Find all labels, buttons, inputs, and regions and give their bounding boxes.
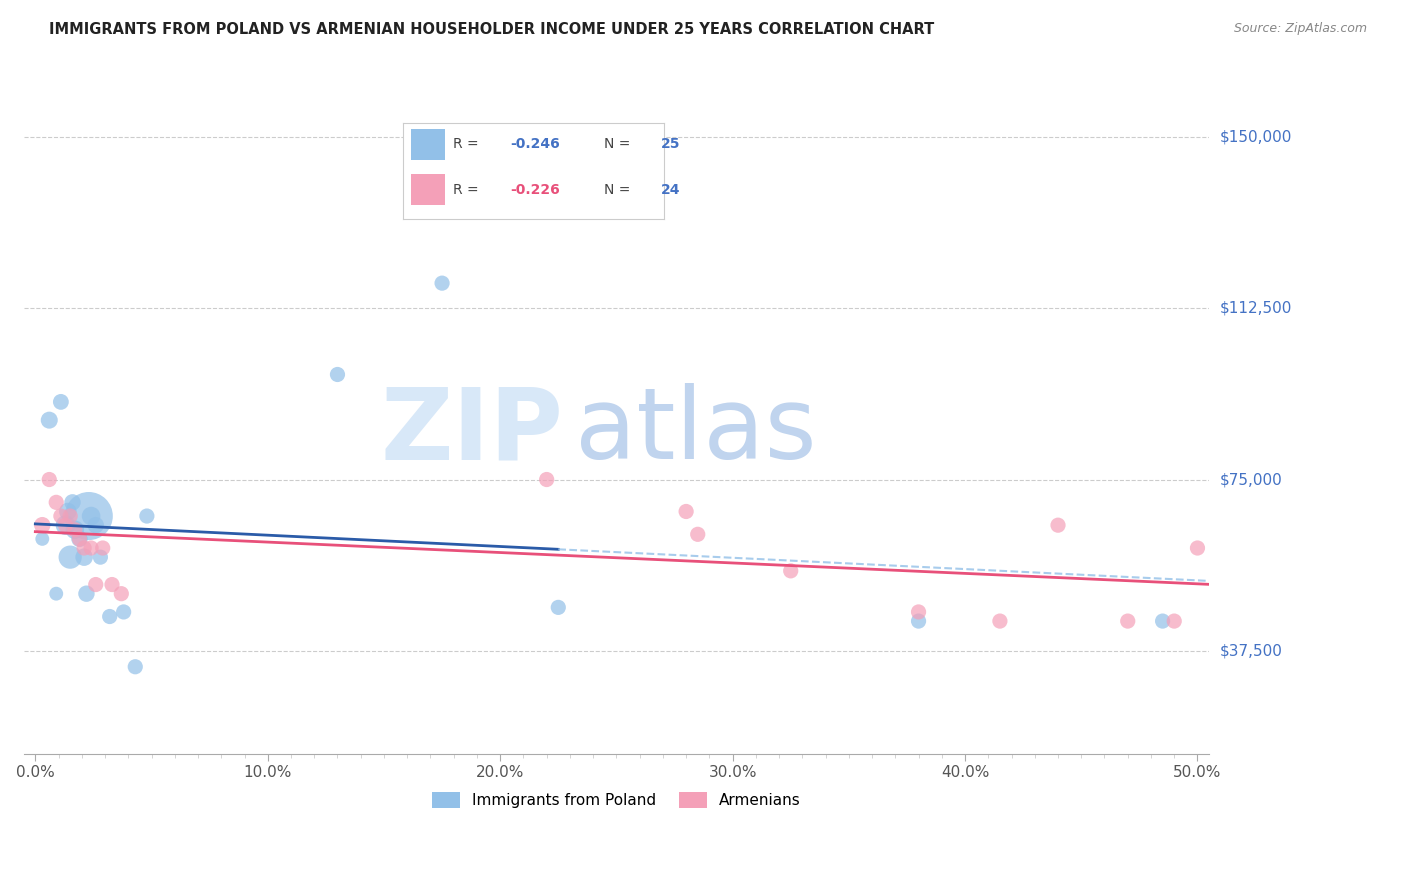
Point: [84, 577, 107, 591]
Point: [49, 509, 72, 524]
Point: [80, 541, 103, 555]
Point: [59, 550, 82, 565]
Point: [56, 504, 79, 518]
Point: [55, 518, 77, 533]
Text: ZIP: ZIP: [380, 383, 562, 480]
Point: [1116, 614, 1139, 628]
Point: [63, 523, 86, 537]
Point: [779, 564, 801, 578]
Point: [77, 509, 100, 524]
Point: [62, 495, 84, 509]
Point: [112, 605, 135, 619]
Text: $112,500: $112,500: [1220, 301, 1292, 316]
Point: [49, 395, 72, 409]
Point: [124, 659, 146, 673]
Point: [75, 587, 97, 601]
Point: [31, 518, 53, 533]
Point: [1187, 541, 1209, 555]
Point: [45, 495, 67, 509]
Text: $37,500: $37,500: [1220, 643, 1284, 658]
Text: atlas: atlas: [575, 383, 817, 480]
Point: [55, 518, 77, 533]
Point: [73, 550, 96, 565]
Point: [73, 541, 96, 555]
Point: [536, 473, 558, 487]
Point: [1163, 614, 1185, 628]
Legend: Immigrants from Poland, Armenians: Immigrants from Poland, Armenians: [426, 786, 807, 814]
Point: [907, 614, 929, 628]
Point: [686, 527, 709, 541]
Point: [91, 541, 114, 555]
Point: [110, 587, 132, 601]
Point: [80, 509, 103, 524]
Text: Source: ZipAtlas.com: Source: ZipAtlas.com: [1233, 22, 1367, 36]
Point: [430, 276, 453, 290]
Point: [38, 473, 60, 487]
Text: IMMIGRANTS FROM POLAND VS ARMENIAN HOUSEHOLDER INCOME UNDER 25 YEARS CORRELATION: IMMIGRANTS FROM POLAND VS ARMENIAN HOUSE…: [49, 22, 935, 37]
Point: [988, 614, 1011, 628]
Point: [135, 509, 157, 524]
Point: [38, 413, 60, 427]
Point: [98, 609, 121, 624]
Point: [675, 504, 697, 518]
Text: $75,000: $75,000: [1220, 472, 1282, 487]
Point: [45, 587, 67, 601]
Point: [84, 518, 107, 533]
Point: [1046, 518, 1069, 533]
Point: [326, 368, 349, 382]
Point: [101, 577, 124, 591]
Point: [69, 532, 91, 546]
Point: [69, 532, 91, 546]
Point: [59, 509, 82, 524]
Point: [907, 605, 929, 619]
Point: [1152, 614, 1174, 628]
Text: $150,000: $150,000: [1220, 129, 1292, 145]
Point: [89, 550, 111, 565]
Point: [63, 523, 86, 537]
Point: [31, 532, 53, 546]
Point: [547, 600, 569, 615]
